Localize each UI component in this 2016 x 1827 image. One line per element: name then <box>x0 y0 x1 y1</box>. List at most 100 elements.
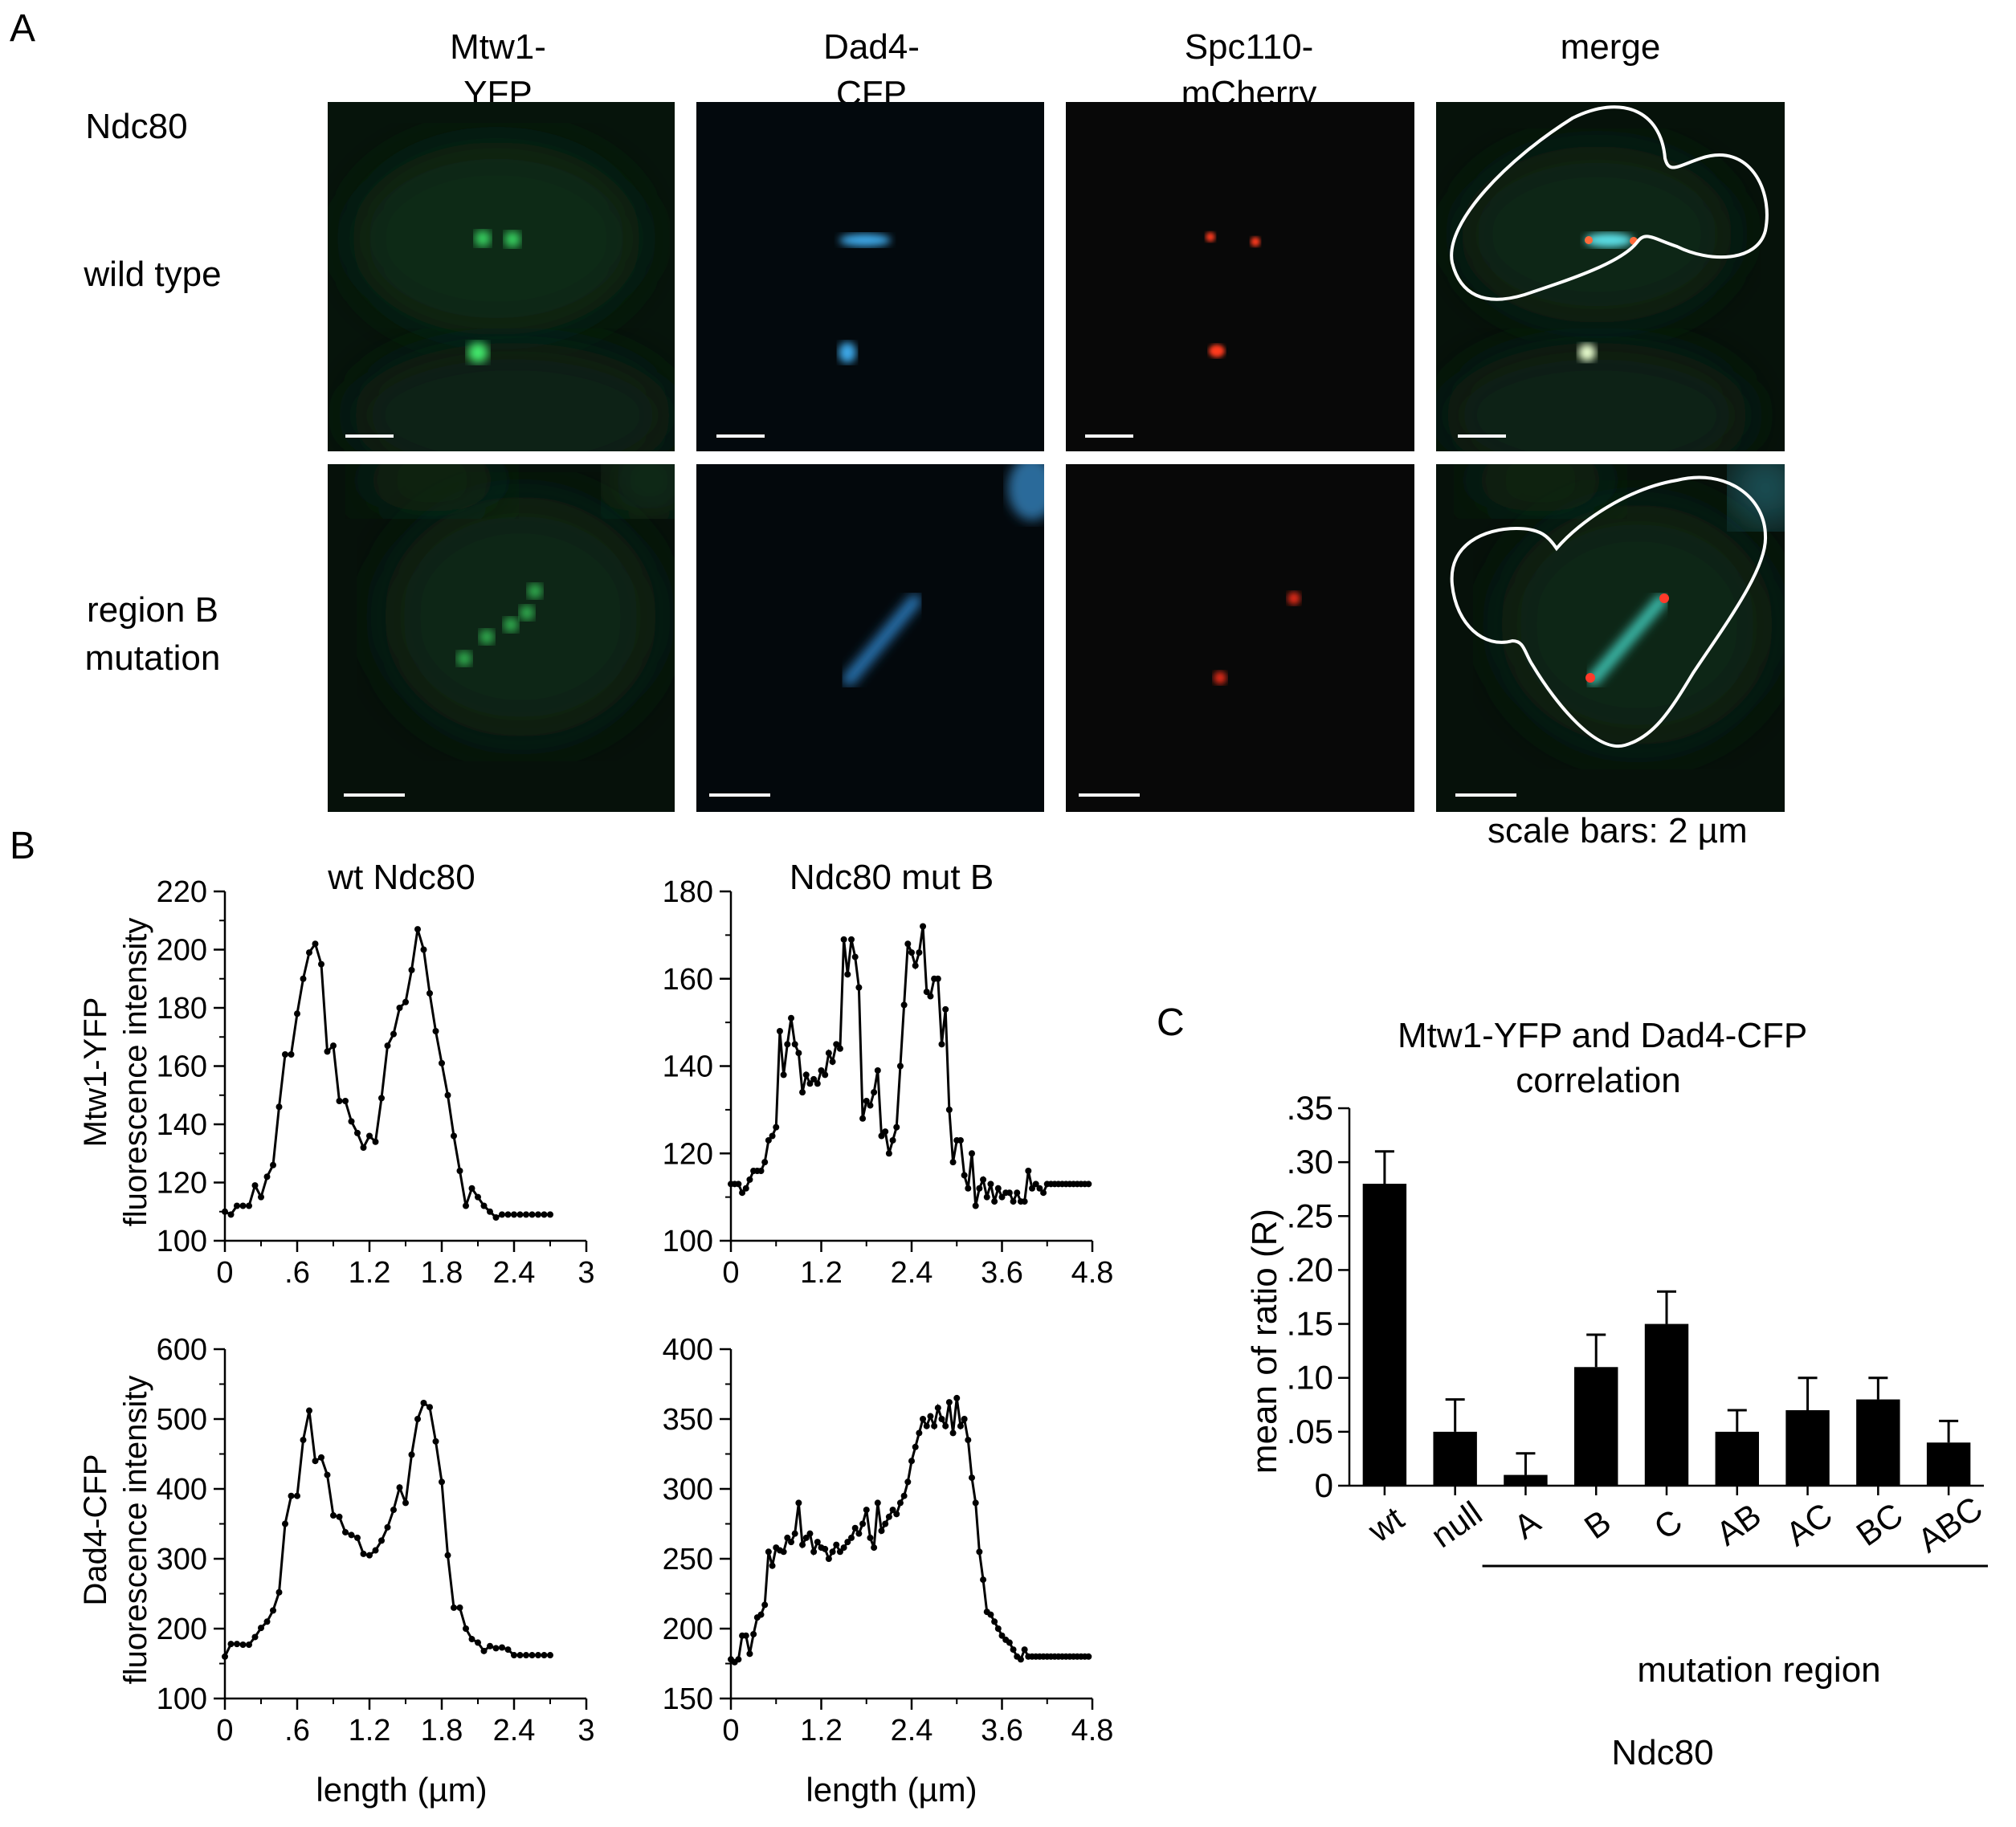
data-point <box>889 1507 896 1514</box>
ylabel-dad4-line1: Dad4-CFP <box>78 1454 113 1606</box>
data-point <box>908 949 915 956</box>
y-tick-label: 200 <box>663 1613 713 1646</box>
micrograph-wt-spc110-mcherry <box>1066 102 1414 451</box>
x-tick-label: 3 <box>577 1714 594 1747</box>
category-label: AB <box>1709 1496 1768 1553</box>
data-point <box>1025 1168 1032 1174</box>
data-point <box>336 1513 343 1520</box>
data-point <box>251 1182 259 1189</box>
data-point <box>938 1416 945 1422</box>
data-point <box>1010 1646 1017 1654</box>
y-tick-label: 600 <box>157 1333 207 1367</box>
data-point <box>348 1118 355 1125</box>
data-point <box>222 1653 228 1660</box>
category-label: wt <box>1361 1499 1410 1550</box>
x-tick-label: 3.6 <box>981 1256 1023 1290</box>
data-point <box>788 1539 794 1546</box>
data-point <box>246 1641 252 1649</box>
column-heading-spc110-mcherry: Spc110- mCherry <box>1149 24 1349 117</box>
data-point <box>742 1632 749 1639</box>
data-point <box>945 1106 953 1113</box>
y-tick-label: 300 <box>157 1543 207 1576</box>
data-point <box>384 1523 391 1531</box>
data-point <box>991 1618 998 1625</box>
data-point <box>492 1214 500 1221</box>
data-point <box>451 1132 457 1140</box>
data-point <box>848 1534 855 1541</box>
category-label: ABC <box>1911 1489 1989 1560</box>
data-point <box>920 1416 927 1422</box>
panel-b-letter: B <box>10 825 36 867</box>
data-point <box>863 1098 870 1104</box>
data-point <box>825 1556 832 1562</box>
data-point <box>312 1458 319 1465</box>
data-point <box>882 1128 889 1136</box>
data-point <box>312 940 319 948</box>
data-point <box>942 1422 949 1429</box>
data-point <box>969 1474 975 1482</box>
row-label-line2: mutation <box>84 638 221 678</box>
data-point <box>239 1202 247 1209</box>
micrograph-wt-merge <box>1436 102 1785 451</box>
data-point <box>541 1652 548 1659</box>
data-point <box>750 1630 757 1637</box>
micrograph-mutb-merge-image <box>1450 464 1785 797</box>
data-point <box>896 1499 904 1507</box>
ylabel-mtw1-line1: Mtw1-YFP <box>78 997 113 1148</box>
data-point <box>931 1422 938 1429</box>
y-tick-label: 200 <box>157 934 207 968</box>
data-point <box>836 1548 843 1556</box>
data-point <box>818 1066 825 1074</box>
data-point <box>342 1528 349 1535</box>
data-point <box>859 1115 867 1122</box>
micrograph-mutb-mtw1-yfp <box>328 464 675 812</box>
micrograph-wt-mtw1-yfp-image <box>345 142 673 451</box>
bar-chart-group-label: mutation region <box>1637 1650 1881 1690</box>
data-point <box>983 1193 990 1201</box>
data-point <box>432 1438 439 1445</box>
data-point <box>840 936 847 943</box>
data-point <box>765 1136 772 1144</box>
data-point <box>480 1202 488 1209</box>
data-point <box>773 1124 780 1131</box>
data-point <box>980 1176 987 1183</box>
data-point <box>330 1512 337 1519</box>
data-point <box>885 1513 892 1520</box>
y-tick-label: .35 <box>1287 1092 1333 1127</box>
x-tick-label: 2.4 <box>891 1256 933 1290</box>
data-point <box>324 1048 331 1055</box>
data-point <box>889 1136 896 1144</box>
data-point <box>942 1005 949 1013</box>
data-point <box>456 1168 463 1174</box>
data-point <box>765 1548 772 1556</box>
x-tick-label: 4.8 <box>1071 1256 1114 1290</box>
data-point <box>444 1552 451 1559</box>
bar <box>1644 1323 1689 1486</box>
data-point <box>908 1458 915 1465</box>
panel-a-letter: A <box>10 7 36 50</box>
data-point <box>893 1511 900 1518</box>
data-point <box>882 1520 889 1527</box>
y-tick-label: 100 <box>157 1682 207 1716</box>
row-label-line1: wild type <box>84 255 222 294</box>
data-point <box>300 1437 307 1444</box>
data-point <box>1085 1653 1092 1660</box>
data-point <box>1029 1185 1035 1192</box>
micrograph-mutb-mtw1-yfp-image <box>344 464 675 797</box>
data-point <box>1014 1189 1021 1197</box>
row-label-region-b-mutation: region B mutation <box>48 586 257 683</box>
data-point <box>802 1071 810 1079</box>
data-point <box>1036 1185 1043 1192</box>
data-point <box>735 1656 742 1663</box>
cell-outline <box>1450 475 1768 748</box>
data-point <box>511 1211 517 1218</box>
data-point <box>848 936 855 943</box>
chart-mutb-dad4: 150 200 250 300 350 400 0 1.2 2.4 3.6 4.8 <box>663 1333 1114 1747</box>
micrograph-wt-dad4-cfp <box>696 102 1044 451</box>
data-point <box>923 989 930 996</box>
chart-wt-dad4: 100 200 300 400 500 600 0 .6 1.2 1.8 2.4 3 <box>157 1333 595 1747</box>
x-tick-label: 2.4 <box>493 1714 536 1747</box>
y-tick-label: 120 <box>663 1137 713 1171</box>
row-label-line1: region B <box>87 590 218 630</box>
micrograph-mutb-dad4-cfp <box>696 464 1044 812</box>
